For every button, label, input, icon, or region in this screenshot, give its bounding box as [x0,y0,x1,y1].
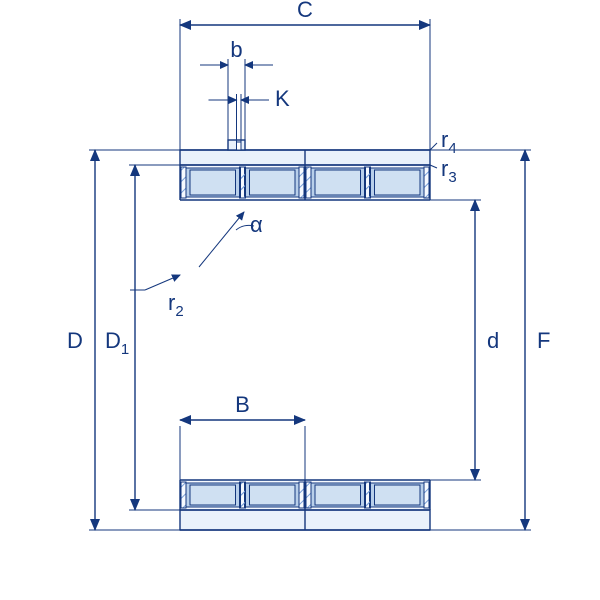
label-r4: r4 [441,127,457,157]
label-r3: r3 [441,156,457,186]
label-F: F [537,328,550,353]
label-d: d [487,328,499,353]
label-alpha: α [250,212,263,237]
label-B: B [235,392,250,417]
label-K: K [275,86,290,111]
label-b: b [230,37,242,62]
bearing-cross-section-diagram: D D1 d F C Bb Kα r2 r3r4 [0,0,600,600]
label-C: C [297,0,313,22]
label-D: D [67,328,83,353]
label-D1: D1 [105,328,129,358]
label-r2: r2 [168,290,184,320]
